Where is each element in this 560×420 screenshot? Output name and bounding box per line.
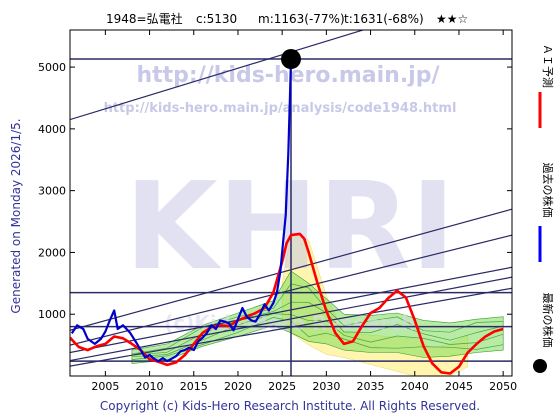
legend-swatch-latest — [533, 359, 547, 373]
y-tick-label: 5000 — [38, 61, 66, 74]
header-c: c:5130 — [196, 12, 237, 26]
latest-price-dot — [281, 49, 301, 70]
sloped-trend-line — [70, 30, 366, 121]
header-t: t:1631(-68%) — [344, 12, 424, 26]
x-tick-label: 2030 — [312, 380, 340, 393]
x-tick-label: 2035 — [357, 380, 385, 393]
copyright-footer: Copyright (c) Kids-Hero Research Institu… — [100, 399, 480, 413]
x-tick-label: 2005 — [91, 380, 119, 393]
axes: 2005 2010 2015 2020 2025 2030 2035 2040 2045 2050… — [38, 29, 517, 393]
ai-forecast-line — [70, 232, 504, 375]
x-tick-label: 2040 — [401, 380, 429, 393]
generated-label: Generated on Monday 2026/1/5. — [9, 118, 23, 313]
legend-label-past: 過去の株価 — [541, 163, 555, 218]
watermark-big: KHRI — [125, 158, 455, 297]
header-stars: ★★☆ — [436, 12, 468, 26]
legend-label-latest: 最新の株価 — [541, 293, 555, 348]
legend-label-ai: ＡＩ予測 — [541, 44, 555, 88]
y-tick-label: 4000 — [38, 123, 66, 136]
past-price-line — [70, 58, 293, 363]
series-layer — [70, 49, 504, 375]
header-m: m:1163(-77%) — [258, 12, 345, 26]
y-tick-label: 1000 — [38, 308, 66, 321]
plot-frame — [69, 29, 513, 377]
watermark-url-code: http://kids-hero.main.jp/analysis/code19… — [104, 101, 457, 116]
x-tick-label: 2045 — [445, 380, 473, 393]
x-tick-label: 2020 — [224, 380, 252, 393]
y-tick-label: 2000 — [38, 246, 66, 259]
x-tick-label: 2025 — [268, 380, 296, 393]
x-tick-label: 2050 — [489, 380, 517, 393]
watermark-faint: (c)Kids-Hero Research — [164, 311, 416, 335]
y-tick-label: 3000 — [38, 185, 66, 198]
x-tick-label: 2015 — [180, 380, 208, 393]
x-tick-label: 2010 — [136, 380, 164, 393]
header-code: 1948=弘電社 — [106, 11, 183, 26]
